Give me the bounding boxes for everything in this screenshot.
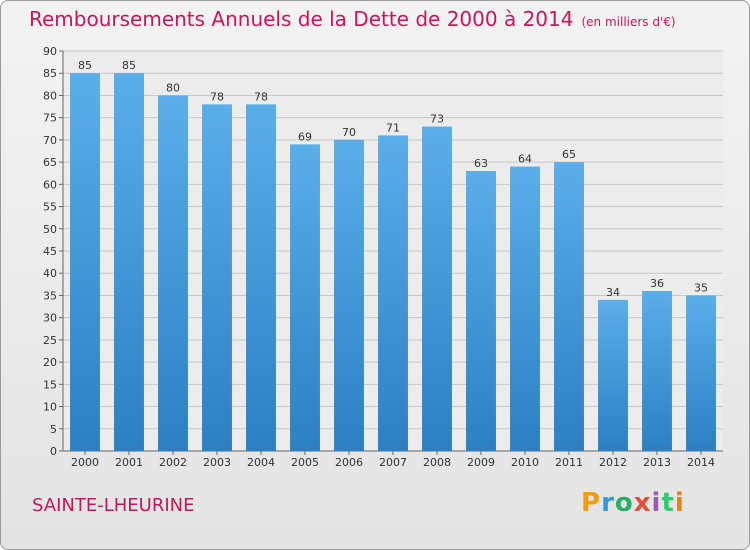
title-unit: (en milliers d'€) <box>581 15 676 29</box>
data-label: 35 <box>694 281 708 294</box>
chart-title: Remboursements Annuels de la Dette de 20… <box>29 7 676 31</box>
bar <box>466 171 496 451</box>
y-tick-label: 30 <box>43 312 57 325</box>
data-label: 36 <box>650 277 664 290</box>
data-label: 78 <box>210 90 224 103</box>
y-tick-label: 85 <box>43 67 57 80</box>
bar <box>510 166 540 452</box>
logo-letter: P <box>581 488 602 518</box>
data-label: 63 <box>474 157 488 170</box>
x-tick-label: 2000 <box>71 456 99 469</box>
data-label: 80 <box>166 81 180 94</box>
x-tick-label: 2012 <box>599 456 627 469</box>
x-tick-label: 2008 <box>423 456 451 469</box>
x-tick-label: 2006 <box>335 456 363 469</box>
bar <box>642 291 672 451</box>
bar <box>202 104 232 451</box>
bar <box>422 126 452 452</box>
x-tick-label: 2013 <box>643 456 671 469</box>
y-tick-label: 50 <box>43 223 57 236</box>
logo-letter: i <box>651 488 662 518</box>
y-tick-label: 10 <box>43 401 57 414</box>
y-tick-label: 35 <box>43 289 57 302</box>
proxiti-logo: Proxiti <box>581 488 685 518</box>
bar <box>246 104 276 451</box>
logo-letter: o <box>614 488 634 518</box>
data-label: 65 <box>562 148 576 161</box>
y-tick-label: 70 <box>43 134 57 147</box>
bar <box>334 139 364 451</box>
y-tick-label: 45 <box>43 245 57 258</box>
town-name: SAINTE-LHEURINE <box>32 495 195 516</box>
bar <box>114 73 144 451</box>
y-tick-label: 5 <box>50 423 57 436</box>
x-tick-label: 2011 <box>555 456 583 469</box>
data-label: 70 <box>342 126 356 139</box>
data-label: 73 <box>430 113 444 126</box>
data-label: 71 <box>386 121 400 134</box>
logo-letter: r <box>601 488 615 518</box>
data-label: 85 <box>122 59 136 72</box>
bar <box>70 73 100 451</box>
bar <box>158 95 188 451</box>
bar <box>378 135 408 451</box>
x-tick-label: 2009 <box>467 456 495 469</box>
x-tick-label: 2003 <box>203 456 231 469</box>
data-label: 78 <box>254 90 268 103</box>
data-label: 34 <box>606 286 620 299</box>
y-tick-label: 80 <box>43 89 57 102</box>
bar <box>554 162 584 451</box>
x-tick-label: 2010 <box>511 456 539 469</box>
y-tick-label: 90 <box>43 45 57 58</box>
bar <box>686 295 716 451</box>
logo-letter: x <box>633 488 652 518</box>
title-text: Remboursements Annuels de la Dette de 20… <box>29 7 574 31</box>
logo-letter: i <box>674 488 685 518</box>
y-tick-label: 0 <box>50 445 57 458</box>
x-tick-label: 2014 <box>687 456 715 469</box>
x-tick-label: 2005 <box>291 456 319 469</box>
y-tick-label: 55 <box>43 201 57 214</box>
bar <box>290 144 320 452</box>
y-tick-label: 20 <box>43 356 57 369</box>
x-tick-label: 2004 <box>247 456 275 469</box>
x-tick-label: 2001 <box>115 456 143 469</box>
data-label: 69 <box>298 130 312 143</box>
y-tick-label: 15 <box>43 378 57 391</box>
logo-letter: t <box>661 488 675 518</box>
y-tick-label: 75 <box>43 112 57 125</box>
y-tick-label: 40 <box>43 267 57 280</box>
data-label: 64 <box>518 153 532 166</box>
bar <box>598 299 628 451</box>
x-tick-label: 2002 <box>159 456 187 469</box>
y-tick-label: 60 <box>43 178 57 191</box>
y-tick-label: 65 <box>43 156 57 169</box>
data-label: 85 <box>78 59 92 72</box>
x-tick-label: 2007 <box>379 456 407 469</box>
y-tick-label: 25 <box>43 334 57 347</box>
